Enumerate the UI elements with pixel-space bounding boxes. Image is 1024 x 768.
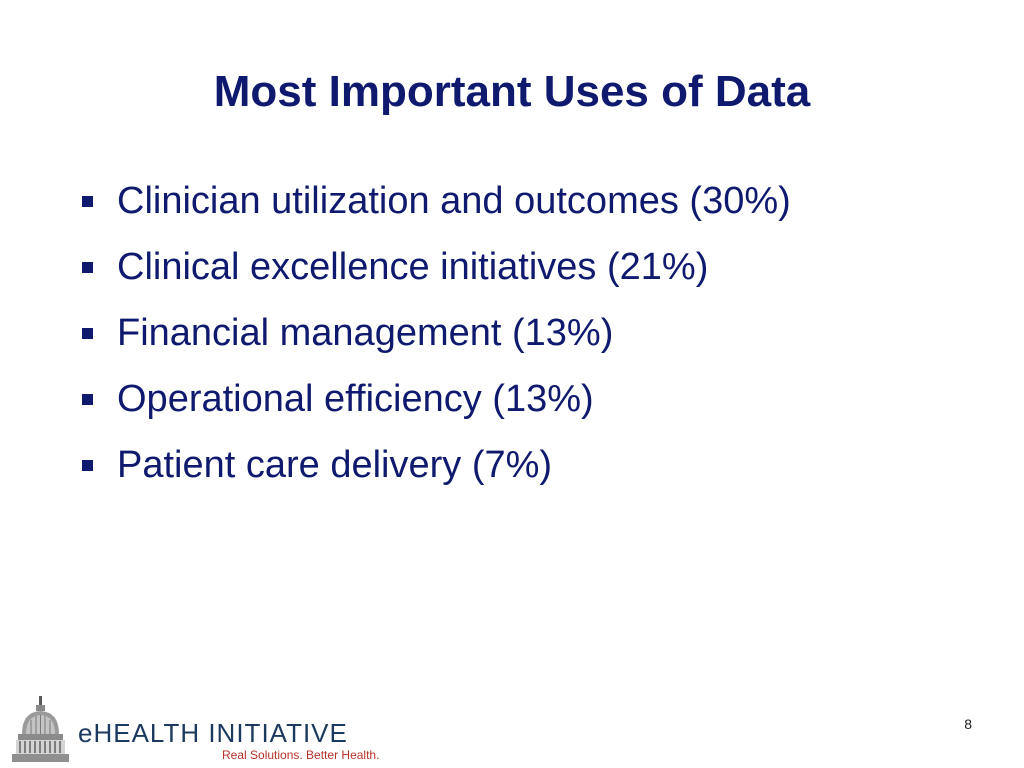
square-bullet-icon [82,327,93,339]
slide-title: Most Important Uses of Data [213,67,811,116]
bullet-item: Clinical excellence initiatives (21%) [82,234,791,300]
square-bullet-icon [82,195,93,207]
bullet-text: Clinical excellence initiatives (21%) [117,245,709,288]
logo-tagline: Real Solutions. Better Health. [222,748,380,762]
bullet-item: Operational efficiency (13%) [82,366,791,432]
square-bullet-icon [82,393,93,405]
bullet-item: Patient care delivery (7%) [82,432,791,498]
bullet-item: Financial management (13%) [82,300,791,366]
page-number: 8 [964,716,972,732]
square-bullet-icon [82,261,93,273]
bullet-text: Clinician utilization and outcomes (30%) [117,179,791,222]
square-bullet-icon [82,459,93,471]
bullet-item: Clinician utilization and outcomes (30%) [82,168,791,234]
ehealth-initiative-logo: eHEALTH INITIATIVE Real Solutions. Bette… [10,694,390,764]
bullet-text: Operational efficiency (13%) [117,377,594,420]
logo-name: eHEALTH INITIATIVE [78,718,348,748]
capitol-dome-icon [12,696,69,762]
bullet-text: Financial management (13%) [117,311,614,354]
bullet-list: Clinician utilization and outcomes (30%)… [82,168,791,498]
bullet-text: Patient care delivery (7%) [117,443,553,486]
